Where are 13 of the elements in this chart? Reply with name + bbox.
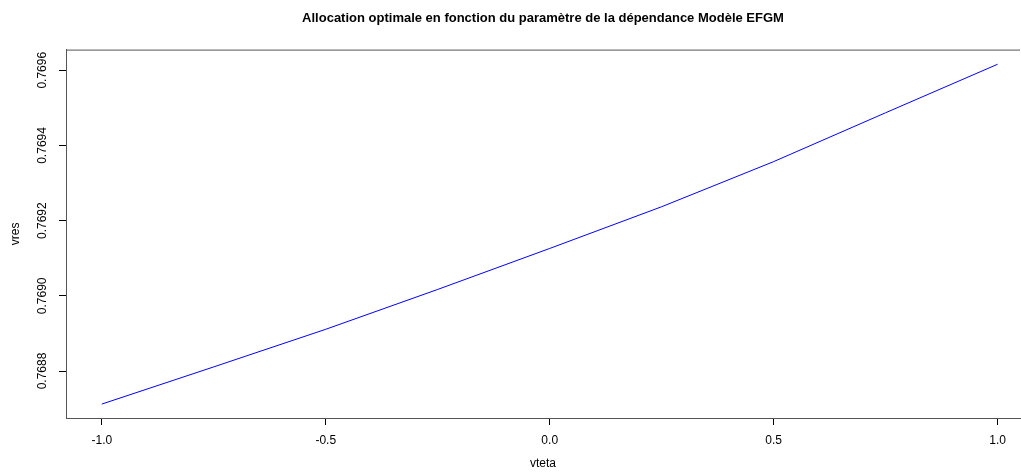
y-axis-title: vres [7, 222, 22, 246]
y-tick-label: 0.7692 [35, 201, 50, 239]
x-tick-label: 0.0 [541, 432, 559, 447]
x-axis-title: vteta [529, 456, 557, 471]
y-tick-label: 0.7694 [35, 126, 50, 164]
x-tick-label: 1.0 [989, 432, 1007, 447]
x-tick-label: -0.5 [315, 432, 337, 447]
y-tick-label: 0.7688 [35, 352, 50, 390]
x-tick-label: -1.0 [91, 432, 113, 447]
x-tick-label: 0.5 [765, 432, 783, 447]
chart-title: Allocation optimale en fonction du paramètre de la dépendance Modèle EFGM [302, 10, 784, 26]
y-tick-label: 0.7690 [35, 277, 50, 315]
y-tick-label: 0.7696 [35, 51, 50, 89]
